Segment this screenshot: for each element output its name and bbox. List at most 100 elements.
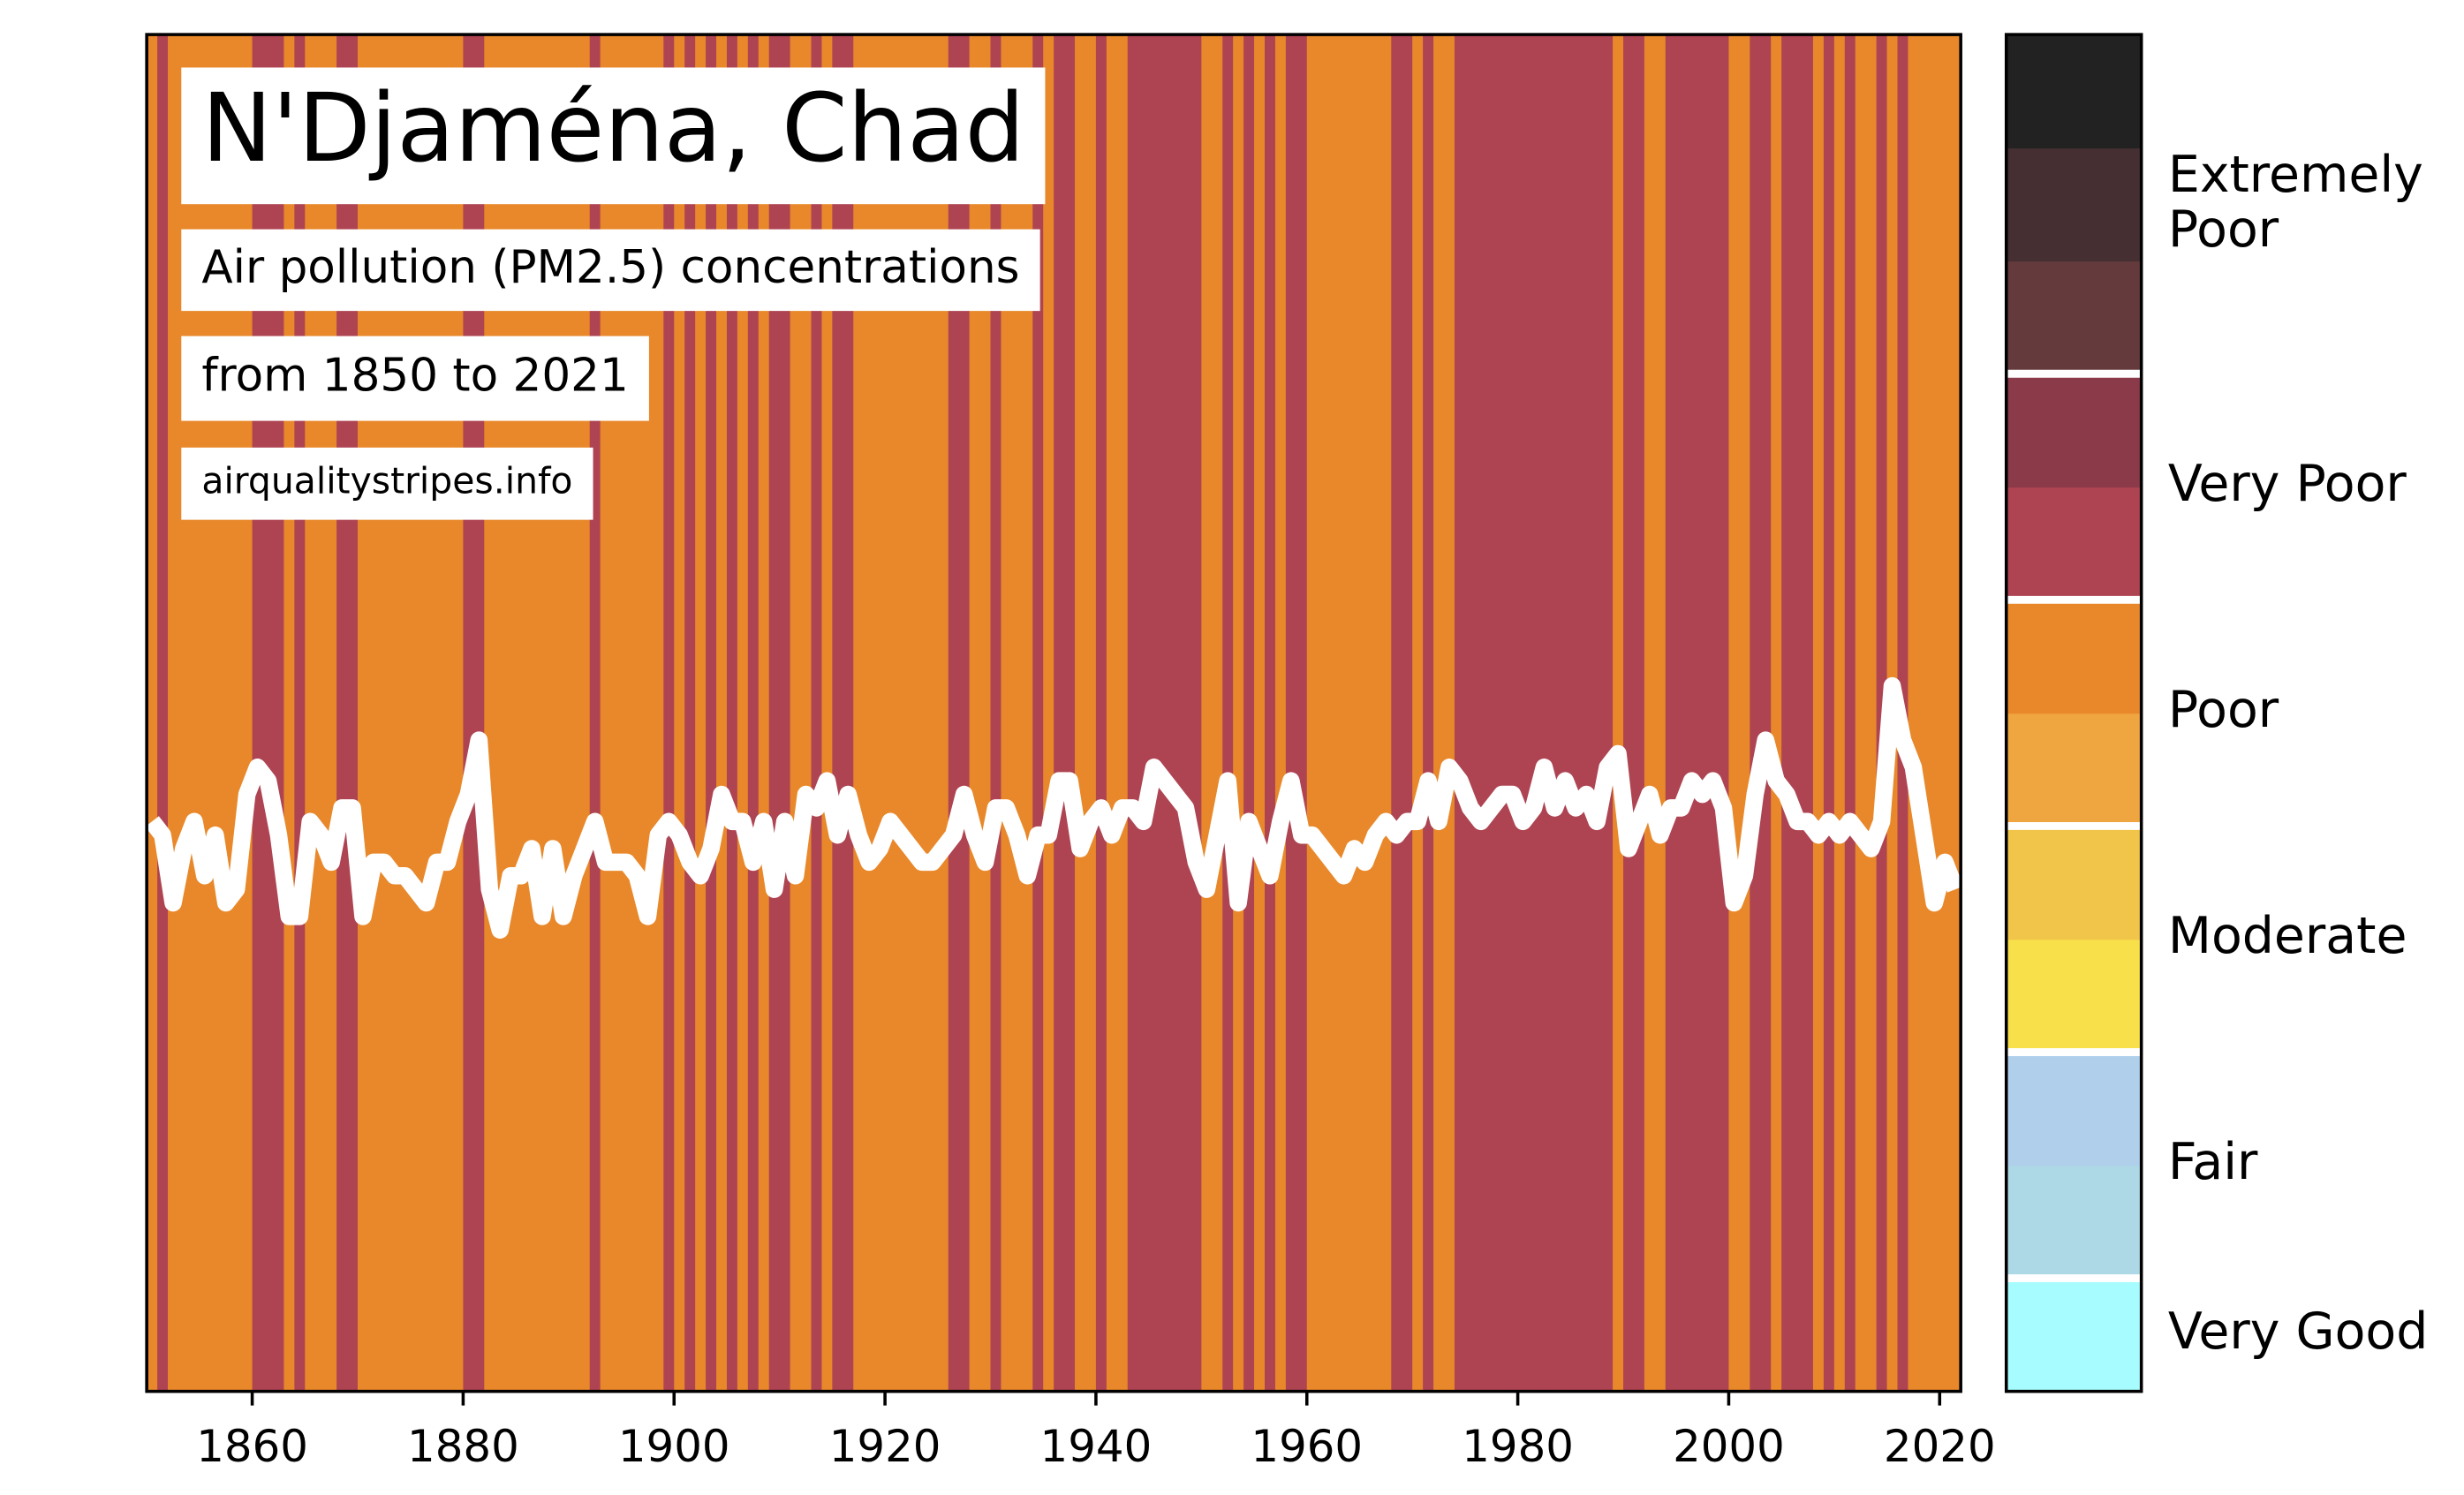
stripe [1602,34,1614,1392]
stripe [1433,34,1445,1392]
stripe [1570,34,1582,1392]
stripe [1201,34,1213,1392]
colorbar-frame [2004,33,2143,1393]
stripe [1444,34,1455,1392]
stripe [147,34,158,1392]
stripe [1011,34,1024,1392]
stripe [1581,34,1592,1392]
stripe [1771,34,1782,1392]
colorbar-band [2006,260,2142,375]
stripe [1043,34,1054,1392]
colorbar-label: Very Good [2168,1302,2428,1361]
colorbar-band [2006,1165,2142,1280]
colorbar-band [2006,374,2142,488]
period-text: from 1850 to 2021 [201,350,628,403]
stripe [168,34,179,1392]
stripe [874,34,886,1392]
stripe [1654,34,1667,1392]
stripe [1054,34,1065,1392]
source-text: airqualitystripes.info [201,460,572,502]
stripe [948,34,960,1392]
colorbar-band [2006,600,2142,714]
stripe [1686,34,1698,1392]
stripe [1296,34,1308,1392]
stripe [905,34,918,1392]
colorbar-band [2006,713,2142,827]
stripe [768,34,781,1392]
stripe [1728,34,1741,1392]
stripe [1549,34,1561,1392]
stripe [1803,34,1814,1392]
stripe [958,34,971,1392]
stripe [674,34,685,1392]
stripe [716,34,728,1392]
stripe [1064,34,1076,1392]
x-tick-label: 1940 [1040,1421,1153,1472]
colorbar-band [2006,939,2142,1053]
stripe [1001,34,1013,1392]
stripe [1560,34,1572,1392]
stripe [1918,34,1931,1392]
stripe [896,34,907,1392]
stripe [1855,34,1867,1392]
x-tick-label: 2020 [1884,1421,1996,1472]
subtitle-box [181,229,1040,312]
stripe [1697,34,1709,1392]
stripe [1760,34,1772,1392]
stripe [937,34,949,1392]
chart-subtitle: Air pollution (PM2.5) concentrations [201,241,1019,294]
line-layer [145,676,1964,939]
stripe [1485,34,1498,1392]
axes: 1860 1880 1900 1920 1940 1960 1980 2000 2020 [145,33,1996,1472]
stripe [864,34,875,1392]
colorbar-band [2006,487,2142,601]
stripe [1380,34,1393,1392]
stripe [1338,34,1350,1392]
period-box [181,336,649,421]
stripe [1116,34,1129,1392]
stripe [706,34,717,1392]
stripe [1623,34,1635,1392]
stripe [1591,34,1603,1392]
stripe [1707,34,1720,1392]
stripe [1254,34,1266,1392]
colorbar-label: Fair [2168,1133,2258,1191]
x-tick-label: 1880 [407,1421,519,1472]
stripe [832,34,844,1392]
stripe [1243,34,1255,1392]
stripe [1190,34,1203,1392]
stripe [653,34,665,1392]
stripe [1496,34,1508,1392]
stripe [1106,34,1118,1392]
stripe [695,34,707,1392]
stripe [1306,34,1319,1392]
stripe [1538,34,1551,1392]
stripe [1507,34,1519,1392]
colorbar: Very Good Fair Moderate Poor Very Poor Extrem… [2004,33,2428,1393]
colorbar-label: Moderate [2168,907,2407,965]
colorbar-label: Very Poor [2168,455,2407,513]
stripe [990,34,1002,1392]
stripe [779,34,791,1392]
stripe [1285,34,1297,1392]
colorbar-label-line: Poor [2168,200,2279,259]
colorbar-band [2006,1278,2142,1393]
colorbar-band [2006,826,2142,940]
stripe [1327,34,1340,1392]
stripe [969,34,981,1392]
plot-frame [145,33,1962,1393]
stripe [821,34,834,1392]
stripe [885,34,896,1392]
stripe [1675,34,1688,1392]
stripe [853,34,865,1392]
stripe [1792,34,1803,1392]
stripe [1412,34,1424,1392]
colorbar-label: Extremely Poor [2168,146,2423,259]
stripe [726,34,738,1392]
stripe [1844,34,1856,1392]
stripe [811,34,823,1392]
stripe [1781,34,1793,1392]
stripe [1950,34,1961,1392]
title-box [181,67,1046,205]
